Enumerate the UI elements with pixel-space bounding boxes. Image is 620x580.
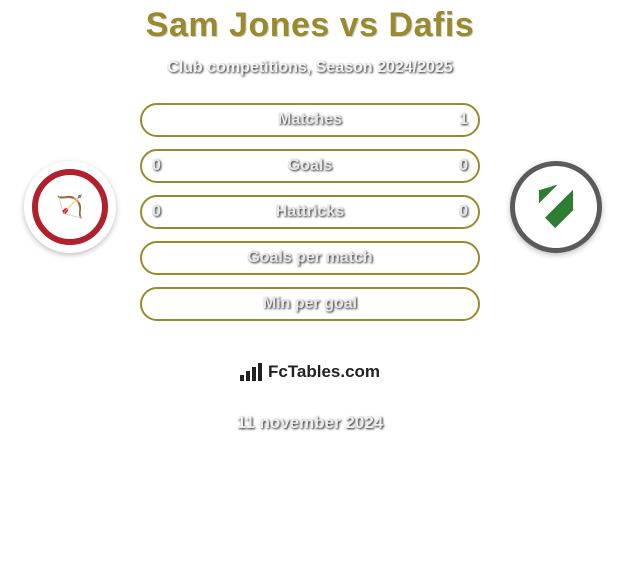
page-title: Sam Jones vs Dafis <box>0 6 620 45</box>
stat-value-right: 1 <box>459 111 468 129</box>
club-badge-left: 🏹 <box>24 161 116 253</box>
stat-value-right: 0 <box>459 157 468 175</box>
stat-value-left: 0 <box>152 203 161 221</box>
stat-row: 0 Goals 0 <box>140 149 480 183</box>
brand-logo[interactable]: FcTables.com <box>202 349 418 395</box>
shield-icon: 🐉 <box>537 185 575 229</box>
stat-label: Matches <box>278 111 342 129</box>
comparison-area: 🏹 🐉 Matches 1 0 Goals 0 0 Hattricks <box>0 103 620 343</box>
dragon-icon: 🐉 <box>543 175 558 189</box>
page-subtitle: Club competitions, Season 2024/2025 <box>0 59 620 77</box>
stat-label: Min per goal <box>263 295 357 313</box>
stat-value-left: 0 <box>152 157 161 175</box>
stat-label: Goals per match <box>247 249 372 267</box>
stat-row: Matches 1 <box>140 103 480 137</box>
player-name-bg-left <box>6 109 112 135</box>
page-date: 11 november 2024 <box>0 413 620 433</box>
bar-chart-icon <box>240 363 262 381</box>
stat-label: Goals <box>288 157 332 175</box>
archer-icon: 🏹 <box>32 169 108 245</box>
stat-label: Hattricks <box>276 203 344 221</box>
player-name-bg-right <box>508 109 614 135</box>
stat-row: 0 Hattricks 0 <box>140 195 480 229</box>
stat-row: Min per goal <box>140 287 480 321</box>
stat-row: Goals per match <box>140 241 480 275</box>
stat-value-right: 0 <box>459 203 468 221</box>
stats-bars: Matches 1 0 Goals 0 0 Hattricks 0 Goals … <box>140 103 480 333</box>
brand-text: FcTables.com <box>268 362 380 382</box>
club-badge-right: 🐉 <box>510 161 602 253</box>
